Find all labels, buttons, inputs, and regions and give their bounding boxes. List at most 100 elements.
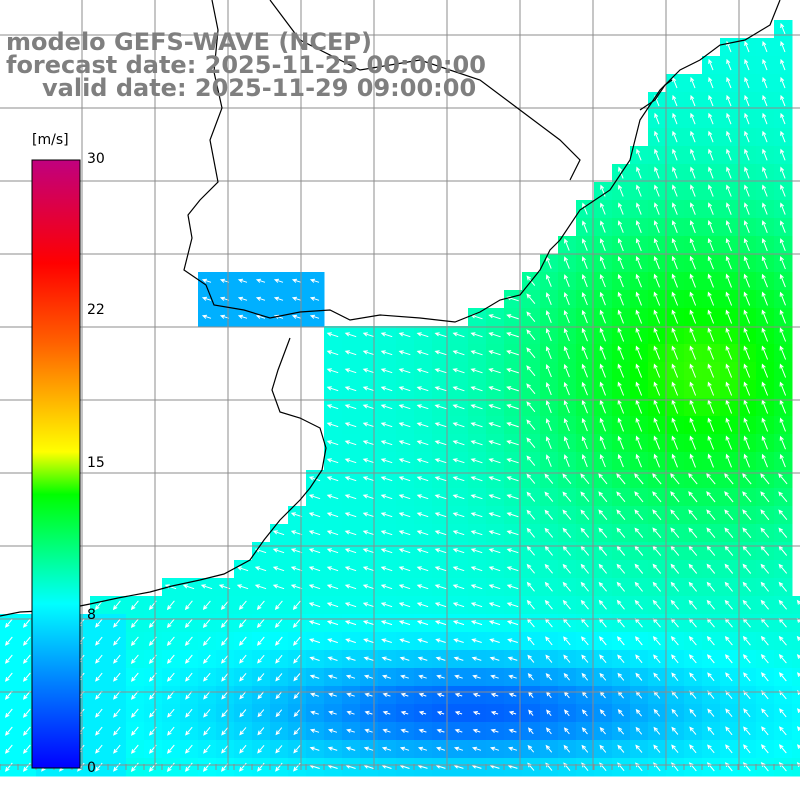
wind-arrow <box>184 762 193 772</box>
wind-arrow <box>671 381 679 396</box>
wind-arrow <box>452 458 465 464</box>
wind-arrow <box>470 422 483 428</box>
wind-arrow <box>744 166 750 179</box>
wind-arrow <box>760 599 769 610</box>
wind-arrow <box>706 762 715 772</box>
wind-arrow <box>634 509 644 521</box>
wind-arrow <box>326 602 339 608</box>
wind-arrow <box>581 672 589 681</box>
wind-arrow <box>470 476 483 482</box>
wind-arrow <box>309 296 320 301</box>
wind-arrow <box>724 509 734 521</box>
wind-arrow <box>600 220 606 233</box>
wind-arrow <box>255 296 266 301</box>
wind-arrow <box>362 512 375 518</box>
wind-arrow <box>580 563 589 574</box>
wind-arrow <box>362 530 375 536</box>
wind-arrow <box>743 453 750 468</box>
wind-arrow <box>563 436 570 450</box>
wind-arrow <box>599 744 607 753</box>
wind-arrow <box>780 184 786 197</box>
wind-arrow <box>688 473 698 485</box>
wind-arrow <box>166 600 175 611</box>
wind-arrow <box>762 94 768 107</box>
wind-arrow <box>563 256 570 269</box>
valid-date: valid date: 2025-11-29 09:00:00 <box>42 74 477 102</box>
wind-arrow <box>744 94 750 107</box>
wind-arrow <box>470 620 483 626</box>
wind-arrow <box>545 654 553 663</box>
wind-arrow <box>707 237 714 252</box>
wind-arrow <box>707 291 715 306</box>
wind-arrow <box>743 417 751 432</box>
wind-arrow <box>166 636 175 647</box>
wind-arrow <box>364 674 374 679</box>
wind-arrow <box>488 584 501 590</box>
wind-arrow <box>707 453 714 468</box>
wind-arrow <box>452 602 465 608</box>
wind-arrow <box>470 566 483 572</box>
wind-arrow <box>380 476 393 482</box>
wind-arrow <box>362 548 375 554</box>
wind-arrow <box>635 345 643 360</box>
wind-arrow <box>526 491 536 502</box>
wind-arrow <box>452 512 465 518</box>
wind-arrow <box>380 566 393 572</box>
wind-arrow <box>506 566 519 572</box>
wind-arrow <box>670 473 680 485</box>
wind-arrow <box>470 494 483 500</box>
wind-arrow <box>416 494 429 500</box>
wind-arrow <box>380 548 393 554</box>
wind-arrow <box>202 762 211 772</box>
wind-arrow <box>434 404 447 410</box>
wind-arrow <box>453 656 464 661</box>
wind-arrow <box>166 744 175 754</box>
wind-arrow <box>398 548 411 554</box>
wind-arrow <box>257 673 265 682</box>
wind-arrow <box>761 255 768 270</box>
wind-arrow <box>527 673 534 681</box>
wind-arrow <box>434 476 447 482</box>
wind-arrow <box>725 273 732 288</box>
wind-arrow <box>563 744 571 753</box>
wind-arrow <box>4 726 13 736</box>
wind-arrow <box>742 599 751 610</box>
wind-arrow <box>743 255 750 270</box>
wind-arrow <box>488 350 501 356</box>
wind-arrow <box>326 530 339 536</box>
wind-arrow <box>708 202 714 215</box>
wind-arrow <box>239 654 247 664</box>
wind-arrow <box>599 238 606 251</box>
wind-arrow <box>345 638 356 644</box>
wind-arrow <box>434 440 447 446</box>
wind-arrow <box>416 512 429 518</box>
wind-arrow <box>488 566 501 572</box>
wind-arrow <box>399 656 410 661</box>
wind-arrow <box>416 584 429 590</box>
wind-arrow <box>95 762 103 772</box>
wind-arrow <box>399 638 410 643</box>
wind-arrow <box>326 404 339 410</box>
wind-arrow <box>362 476 375 482</box>
wind-arrow <box>762 40 768 53</box>
wind-arrow <box>184 654 193 664</box>
wind-arrow <box>726 94 732 107</box>
wind-arrow <box>654 148 660 161</box>
wind-arrow <box>707 273 714 288</box>
wind-arrow <box>526 419 536 431</box>
wind-speed-cell <box>792 740 800 759</box>
wind-arrow <box>416 368 429 374</box>
wind-arrow <box>690 148 696 161</box>
wind-arrow <box>599 417 606 432</box>
wind-arrow <box>653 345 661 360</box>
wind-arrow <box>707 327 715 342</box>
wind-arrow <box>526 527 535 538</box>
wind-arrow <box>275 673 283 682</box>
wind-arrow <box>416 566 429 572</box>
wind-arrow <box>635 435 642 450</box>
wind-arrow <box>416 602 429 608</box>
wind-arrow <box>346 728 355 733</box>
wind-arrow <box>506 332 519 338</box>
wind-arrow <box>725 237 732 252</box>
